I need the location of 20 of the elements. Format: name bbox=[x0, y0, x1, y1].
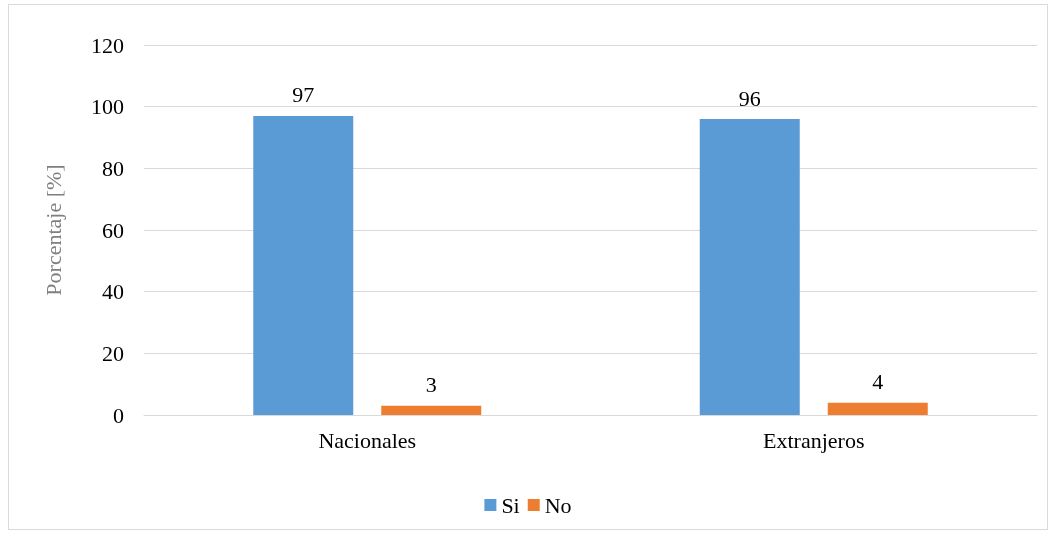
y-axis-title: Porcentaje [%] bbox=[40, 164, 66, 296]
bar bbox=[381, 405, 482, 415]
data-label: 4 bbox=[872, 369, 884, 395]
y-tick-label: 120 bbox=[91, 32, 124, 58]
y-tick-label: 60 bbox=[102, 217, 124, 243]
x-tick-label: Extranjeros bbox=[763, 427, 865, 453]
y-tick-label: 80 bbox=[102, 155, 124, 181]
y-tick-label: 0 bbox=[113, 402, 124, 428]
legend-label: Si bbox=[501, 492, 520, 518]
data-label: 3 bbox=[425, 372, 437, 398]
y-tick-label: 20 bbox=[102, 340, 124, 366]
bar bbox=[827, 402, 928, 415]
y-tick-label: 100 bbox=[91, 94, 124, 120]
data-label: 97 bbox=[292, 82, 315, 108]
x-tick-label: Nacionales bbox=[318, 427, 417, 453]
legend-label: No bbox=[544, 492, 572, 518]
bar bbox=[699, 119, 800, 415]
bar bbox=[253, 115, 354, 415]
y-tick-label: 40 bbox=[102, 279, 124, 305]
data-label: 96 bbox=[738, 85, 761, 111]
